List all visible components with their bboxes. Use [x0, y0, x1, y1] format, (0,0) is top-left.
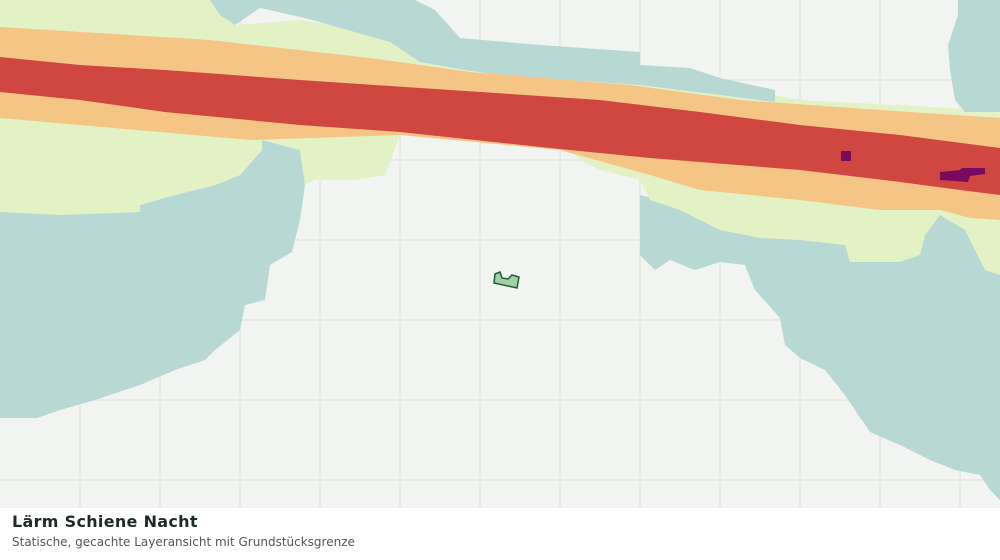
- noise-zone-mid: [0, 115, 400, 215]
- noise-zone-low: [210, 0, 775, 102]
- noise-zone-low: [948, 0, 1000, 112]
- map-title: Lärm Schiene Nacht: [12, 512, 198, 531]
- map-subtitle: Statische, gecachte Layeransicht mit Gru…: [12, 535, 355, 549]
- caption: Lärm Schiene Nacht Statische, gecachte L…: [12, 512, 988, 549]
- noise-zone-low: [640, 195, 1000, 500]
- noise-zone-very-high: [0, 57, 1000, 195]
- noise-zone-extreme: [841, 151, 851, 161]
- map-view: [0, 0, 1000, 508]
- noise-zone-extreme: [940, 168, 985, 182]
- parcel-boundary: [493, 271, 520, 289]
